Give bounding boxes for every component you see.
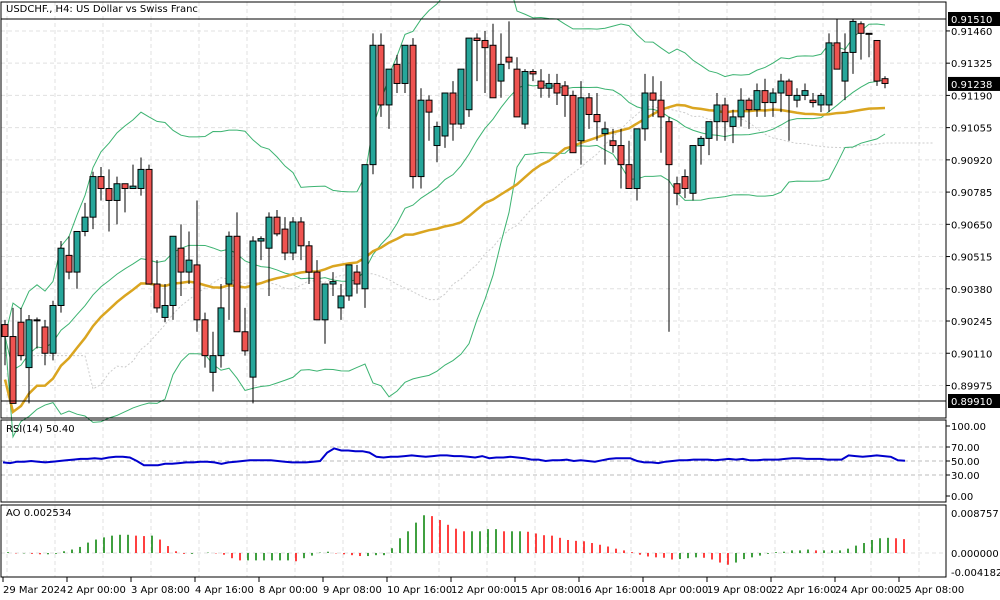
rsi-pane bbox=[2, 447, 906, 467]
svg-text:19 Apr 08:00: 19 Apr 08:00 bbox=[707, 585, 772, 596]
grid-lines bbox=[1, 2, 946, 577]
svg-text:8 Apr 00:00: 8 Apr 00:00 bbox=[259, 585, 318, 596]
svg-text:0.90380: 0.90380 bbox=[951, 285, 992, 296]
svg-text:-0.004182: -0.004182 bbox=[951, 568, 1000, 579]
svg-text:0.91510: 0.91510 bbox=[951, 15, 992, 26]
ao-pane bbox=[7, 515, 905, 565]
svg-text:70.00: 70.00 bbox=[951, 443, 980, 454]
bollinger-bands bbox=[4, 0, 886, 439]
svg-text:4 Apr 16:00: 4 Apr 16:00 bbox=[195, 585, 254, 596]
svg-text:0.00: 0.00 bbox=[951, 492, 973, 503]
svg-text:0.008757: 0.008757 bbox=[951, 509, 999, 520]
svg-text:0.91190: 0.91190 bbox=[951, 91, 992, 102]
svg-text:18 Apr 00:00: 18 Apr 00:00 bbox=[643, 585, 708, 596]
svg-text:0.91238: 0.91238 bbox=[951, 80, 992, 91]
svg-text:0.90650: 0.90650 bbox=[951, 220, 992, 231]
svg-text:0.000000: 0.000000 bbox=[951, 549, 999, 560]
svg-text:3 Apr 08:00: 3 Apr 08:00 bbox=[131, 585, 190, 596]
svg-text:50.00: 50.00 bbox=[951, 457, 980, 468]
ao-label: AO 0.002534 bbox=[6, 508, 72, 519]
svg-text:15 Apr 08:00: 15 Apr 08:00 bbox=[515, 585, 580, 596]
axes: 0.91460 0.91325 0.91190 0.91055 0.90920 0.907… bbox=[2, 12, 1000, 596]
moving-average bbox=[3, 103, 886, 414]
svg-text:0.90245: 0.90245 bbox=[951, 317, 992, 328]
rsi-label: RSI(14) 50.40 bbox=[6, 424, 75, 435]
svg-text:0.89975: 0.89975 bbox=[951, 381, 992, 392]
svg-text:0.89910: 0.89910 bbox=[951, 397, 992, 408]
svg-text:0.91325: 0.91325 bbox=[951, 59, 992, 70]
svg-text:9 Apr 08:00: 9 Apr 08:00 bbox=[323, 585, 382, 596]
svg-text:0.91460: 0.91460 bbox=[951, 27, 992, 38]
candlestick-series bbox=[1, 19, 889, 404]
svg-text:0.90515: 0.90515 bbox=[951, 253, 992, 264]
svg-text:0.90110: 0.90110 bbox=[951, 349, 992, 360]
svg-text:100.00: 100.00 bbox=[951, 422, 986, 433]
svg-text:0.91055: 0.91055 bbox=[951, 124, 992, 135]
svg-text:22 Apr 16:00: 22 Apr 16:00 bbox=[771, 585, 836, 596]
svg-text:0.90920: 0.90920 bbox=[951, 156, 992, 167]
svg-text:30.00: 30.00 bbox=[951, 471, 980, 482]
ichimoku-cloud bbox=[5, 106, 933, 390]
svg-text:29 Mar 2024: 29 Mar 2024 bbox=[3, 585, 66, 596]
svg-text:12 Apr 00:00: 12 Apr 00:00 bbox=[451, 585, 516, 596]
svg-text:2 Apr 00:00: 2 Apr 00:00 bbox=[67, 585, 126, 596]
pane-frames bbox=[0, 1, 947, 578]
svg-text:10 Apr 16:00: 10 Apr 16:00 bbox=[387, 585, 452, 596]
svg-text:25 Apr 08:00: 25 Apr 08:00 bbox=[899, 585, 964, 596]
svg-text:24 Apr 00:00: 24 Apr 00:00 bbox=[835, 585, 900, 596]
chart-title: USDCHF., H4: US Dollar vs Swiss Franc bbox=[6, 4, 198, 15]
svg-text:0.90785: 0.90785 bbox=[951, 188, 992, 199]
svg-text:16 Apr 16:00: 16 Apr 16:00 bbox=[579, 585, 644, 596]
